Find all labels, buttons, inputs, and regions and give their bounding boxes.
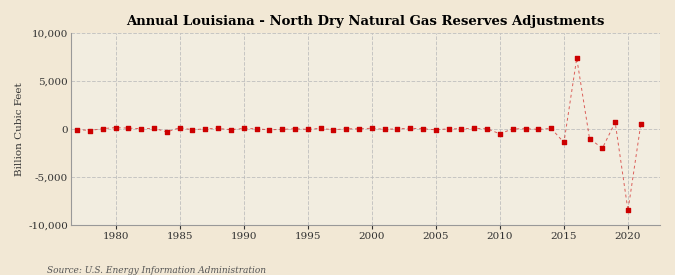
Point — [418, 126, 429, 131]
Point — [161, 130, 172, 134]
Point — [571, 56, 582, 60]
Point — [302, 127, 313, 131]
Point — [584, 136, 595, 141]
Point — [520, 126, 531, 131]
Point — [405, 126, 416, 131]
Point — [495, 132, 506, 136]
Point — [558, 140, 569, 145]
Point — [72, 127, 82, 132]
Point — [469, 126, 480, 131]
Point — [174, 125, 185, 130]
Point — [482, 126, 493, 131]
Point — [456, 126, 467, 131]
Point — [136, 126, 146, 131]
Text: Source: U.S. Energy Information Administration: Source: U.S. Energy Information Administ… — [47, 266, 266, 275]
Point — [290, 126, 300, 131]
Point — [213, 126, 223, 131]
Point — [225, 128, 236, 132]
Point — [379, 127, 390, 131]
Point — [328, 128, 339, 132]
Point — [545, 126, 556, 131]
Point — [341, 126, 352, 131]
Point — [597, 146, 608, 150]
Point — [431, 128, 441, 132]
Point — [97, 126, 108, 131]
Point — [238, 126, 249, 131]
Point — [315, 126, 326, 131]
Point — [251, 126, 262, 131]
Point — [367, 126, 377, 131]
Y-axis label: Billion Cubic Feet: Billion Cubic Feet — [15, 82, 24, 176]
Point — [123, 126, 134, 130]
Point — [392, 126, 403, 131]
Point — [508, 126, 518, 131]
Point — [277, 127, 288, 131]
Point — [264, 128, 275, 132]
Point — [110, 125, 121, 130]
Point — [84, 128, 95, 133]
Point — [635, 122, 646, 127]
Point — [148, 126, 159, 131]
Point — [354, 126, 364, 131]
Point — [443, 126, 454, 131]
Point — [187, 128, 198, 132]
Point — [200, 126, 211, 131]
Point — [622, 208, 633, 213]
Title: Annual Louisiana - North Dry Natural Gas Reserves Adjustments: Annual Louisiana - North Dry Natural Gas… — [126, 15, 605, 28]
Point — [533, 127, 544, 131]
Point — [610, 120, 620, 125]
